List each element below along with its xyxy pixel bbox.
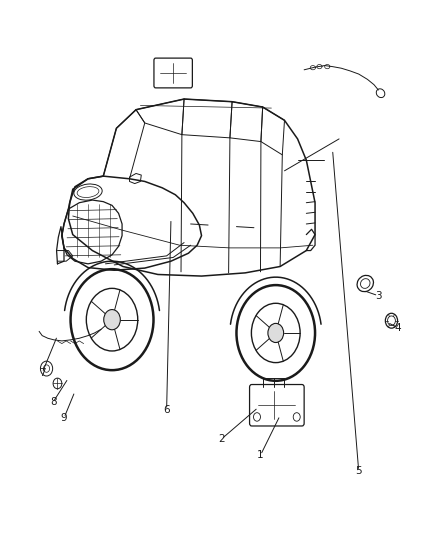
Text: 7: 7 [39, 368, 46, 378]
Text: 6: 6 [163, 405, 170, 415]
Text: 8: 8 [50, 397, 57, 407]
Text: 9: 9 [61, 413, 67, 423]
Text: 5: 5 [355, 466, 362, 476]
Text: 4: 4 [395, 322, 401, 333]
Circle shape [104, 310, 120, 330]
Text: 2: 2 [218, 434, 225, 445]
Text: 1: 1 [257, 450, 264, 460]
Circle shape [268, 324, 284, 343]
Text: 3: 3 [375, 290, 381, 301]
